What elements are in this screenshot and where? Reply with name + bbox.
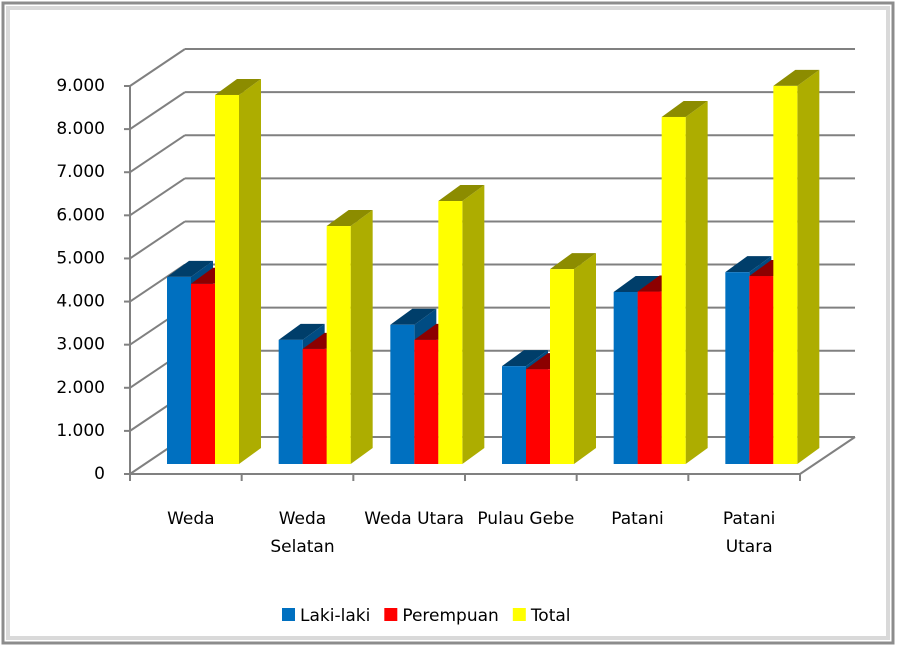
bar-top (502, 350, 548, 367)
legend-label: Laki-laki (300, 606, 370, 626)
y-tick-label: 1.000 (56, 421, 105, 441)
x-label-box: Pulau Gebe (477, 509, 575, 529)
bar-top (278, 323, 325, 340)
bar-top (215, 78, 261, 95)
bar (773, 85, 798, 464)
y-tick-label: 4.000 (56, 292, 105, 312)
bar-top (725, 256, 772, 273)
bar (502, 366, 526, 464)
bar-top (613, 275, 660, 292)
x-tick-label: Weda (167, 509, 215, 529)
floor-right (799, 436, 856, 475)
bar-top (326, 210, 373, 227)
bar (326, 226, 351, 464)
bar-side (239, 78, 261, 465)
bar (550, 269, 574, 464)
bar-side (574, 253, 596, 464)
bar-side (685, 100, 708, 464)
bar (215, 94, 239, 465)
grid-line-side (129, 91, 186, 130)
grid-line-side (129, 220, 186, 260)
x-tick-label: Pulau Gebe (477, 509, 575, 529)
frame-inner (6, 6, 890, 640)
bar-top (661, 100, 708, 117)
bar (302, 348, 327, 464)
bar-side (797, 69, 820, 464)
legend-swatch (384, 608, 398, 621)
bar (526, 369, 550, 464)
y-tick-label: 9.000 (56, 76, 105, 96)
grid-line-side (129, 177, 186, 217)
x-label-box: Weda (167, 509, 215, 529)
x-tick-label: Patani (611, 509, 664, 529)
x-tick-label: Patani Utara (722, 509, 776, 557)
y-tick-label: 2.000 (56, 378, 105, 398)
legend-label: Perempuan (402, 606, 499, 626)
y-tick-label: 8.000 (56, 119, 105, 139)
bar (191, 283, 215, 464)
bar (278, 339, 303, 464)
bar-side (462, 185, 485, 464)
y-tick-label: 0 (94, 464, 105, 484)
bar (414, 339, 439, 464)
bar-top (773, 69, 820, 86)
bar (613, 291, 638, 464)
bar (167, 276, 191, 464)
bar (637, 291, 662, 464)
bar (661, 116, 686, 464)
x-label-box: Weda Selatan (270, 509, 335, 557)
bar-side (350, 210, 373, 464)
legend-swatch (512, 608, 526, 621)
bar-top (550, 253, 596, 270)
bar-top (390, 308, 437, 325)
y-tick-label: 5.000 (56, 248, 105, 268)
y-tick-label: 3.000 (56, 335, 105, 355)
x-label-box: Patani (611, 509, 664, 529)
x-label-box: Weda Utara (364, 509, 465, 529)
legend-swatch (282, 608, 295, 621)
x-label-box: Patani Utara (722, 509, 776, 557)
grid-line-side (129, 48, 186, 87)
x-tick-label: Weda Selatan (270, 509, 335, 557)
bar (749, 276, 774, 464)
bar (438, 201, 463, 464)
bar-top (438, 185, 485, 202)
bar (725, 272, 750, 464)
grid-line-side (129, 134, 186, 174)
y-tick-label: 6.000 (56, 205, 105, 225)
y-tick-label: 7.000 (56, 162, 105, 182)
bar (390, 324, 415, 464)
legend-label: Total (530, 606, 571, 626)
bar-top (167, 260, 213, 277)
x-tick-label: Weda Utara (364, 509, 465, 529)
